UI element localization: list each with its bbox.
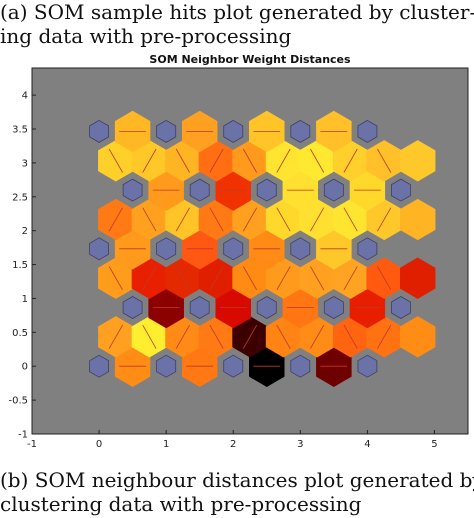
neighbor-link: [276, 266, 291, 291]
neuron: [223, 119, 244, 143]
neighbor-link: [242, 324, 258, 349]
neighbor-link: [377, 266, 392, 291]
neighbor-link: [343, 207, 358, 232]
neighbor-link: [108, 266, 123, 291]
distance-patch: [399, 316, 436, 358]
neighbor-link: [142, 324, 157, 349]
neighbor-link: [343, 324, 358, 349]
neighbor-link: [242, 207, 258, 232]
neighbor-link: [209, 207, 224, 232]
neighbor-link: [108, 148, 123, 173]
neighbor-link: [209, 324, 224, 349]
neuron: [290, 237, 311, 261]
neuron: [189, 296, 210, 319]
neighbor-link: [175, 148, 190, 173]
neighbor-link: [276, 324, 291, 349]
neuron: [256, 178, 277, 202]
y-tick-label: 3.5: [12, 125, 28, 136]
y-tick-label: -1: [18, 430, 28, 441]
distance-patch: [399, 140, 436, 182]
neuron: [290, 119, 311, 143]
neighbor-link: [142, 207, 157, 232]
neuron: [323, 296, 344, 319]
neighbor-link: [242, 266, 258, 291]
neuron: [256, 296, 277, 319]
som-distance-chart: SOM Neighbor Weight Distances -1 0 1 2 3 4 5 -…: [8, 53, 469, 450]
distance-patch: [399, 257, 436, 299]
neighbor-link: [175, 324, 190, 349]
neuron: [156, 237, 177, 261]
caption-top-line-2: ing data with pre-processing: [0, 24, 292, 48]
neighbor-link: [209, 148, 224, 173]
neuron: [223, 237, 244, 261]
neighbor-link: [343, 266, 358, 291]
x-tick-label: 3: [297, 439, 303, 450]
x-tick-label: 2: [230, 439, 236, 450]
caption-bottom-line-1: (b) SOM neighbour distances plot generat…: [0, 468, 474, 492]
neighbor-link: [310, 148, 325, 173]
neuron: [122, 178, 143, 202]
neuron: [323, 178, 344, 202]
x-tick-label: 5: [431, 439, 437, 450]
x-tick-label: 0: [96, 439, 102, 450]
neighbor-links: [108, 131, 392, 367]
neuron: [390, 178, 411, 202]
neighbor-link: [343, 148, 358, 173]
neuron: [156, 119, 177, 143]
neighbor-link: [310, 266, 325, 291]
neighbor-link: [276, 207, 291, 232]
plot-frame: [31, 67, 469, 435]
x-tick-label: 4: [364, 439, 370, 450]
neuron: [357, 354, 378, 378]
neuron: [357, 237, 378, 261]
y-tick-label: 0: [22, 362, 28, 373]
neuron: [290, 354, 311, 378]
neighbor-link: [276, 148, 291, 173]
neighbor-link: [142, 148, 157, 173]
neuron: [156, 354, 177, 378]
neighbor-link: [310, 207, 325, 232]
neuron: [357, 119, 378, 143]
neighbor-link: [142, 266, 157, 291]
neighbor-link: [175, 266, 190, 291]
neuron: [89, 119, 109, 143]
y-tick-label: 0.5: [12, 328, 28, 339]
neighbor-link: [310, 324, 325, 349]
neuron: [89, 354, 109, 378]
y-tick-label: -0.5: [8, 396, 28, 407]
neuron: [122, 296, 143, 319]
x-tick-label: -1: [27, 439, 37, 450]
neighbor-link: [242, 148, 258, 173]
neighbor-link: [108, 324, 123, 349]
caption-top-line-1: (a) SOM sample hits plot generated by cl…: [0, 0, 474, 24]
neuron: [189, 178, 210, 202]
neighbor-link: [108, 207, 123, 232]
neuron: [390, 296, 411, 319]
x-axis: -1 0 1 2 3 4 5: [27, 430, 438, 450]
distance-patch: [399, 198, 436, 241]
y-tick-label: 4: [22, 91, 28, 102]
neuron: [223, 354, 244, 378]
y-tick-label: 2.5: [12, 192, 28, 203]
neighbor-link: [209, 266, 224, 291]
neighbor-link: [377, 207, 392, 232]
caption-bottom-line-2: clustering data with pre-processing: [0, 492, 362, 516]
y-axis: -1 -0.5 0 0.5 1 1.5 2 2.5 3 3.5 4: [8, 91, 36, 441]
chart-title: SOM Neighbor Weight Distances: [149, 53, 351, 66]
neighbor-link: [175, 207, 190, 232]
x-tick-label: 1: [163, 439, 169, 450]
y-tick-label: 1.5: [12, 260, 28, 271]
neighbor-link: [377, 324, 392, 349]
neighbor-link: [377, 148, 392, 173]
y-tick-label: 2: [22, 226, 28, 237]
neuron: [89, 237, 109, 261]
y-tick-label: 3: [22, 158, 28, 169]
y-tick-label: 1: [22, 294, 28, 305]
neurons: [89, 119, 411, 378]
